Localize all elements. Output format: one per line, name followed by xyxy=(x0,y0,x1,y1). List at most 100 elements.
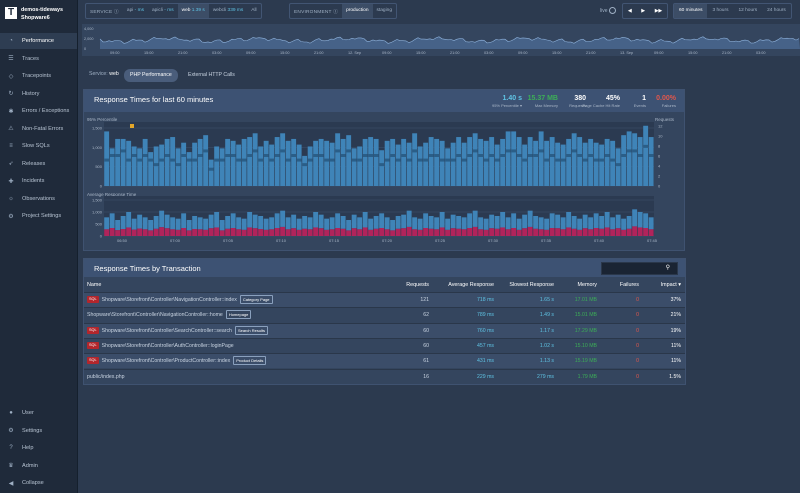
next-icon[interactable]: ▶ xyxy=(641,8,645,14)
avg-php-bar[interactable] xyxy=(186,220,192,231)
avg-php-bar[interactable] xyxy=(225,216,231,229)
avg-php-bar[interactable] xyxy=(258,216,264,230)
percentile-bar[interactable] xyxy=(351,148,357,186)
percentile-bar[interactable] xyxy=(621,135,627,186)
avg-sql-bar[interactable] xyxy=(197,229,203,236)
sidebar-item-user[interactable]: ● User xyxy=(0,405,77,421)
avg-sql-bar[interactable] xyxy=(285,229,291,236)
avg-php-bar[interactable] xyxy=(357,217,363,230)
avg-php-bar[interactable] xyxy=(566,212,572,228)
avg-sql-bar[interactable] xyxy=(390,230,396,236)
avg-php-bar[interactable] xyxy=(170,217,176,230)
avg-php-bar[interactable] xyxy=(615,214,621,229)
avg-sql-bar[interactable] xyxy=(423,228,429,236)
avg-sql-bar[interactable] xyxy=(379,228,385,236)
percentile-bar[interactable] xyxy=(269,144,275,186)
percentile-bar[interactable] xyxy=(489,137,495,186)
percentile-bar[interactable] xyxy=(109,148,115,186)
percentile-bar[interactable] xyxy=(395,144,401,186)
tab-external-http-calls[interactable]: External HTTP Calls xyxy=(188,72,235,78)
tab-php-performance[interactable]: PHP Performance xyxy=(124,69,178,82)
percentile-bar[interactable] xyxy=(423,142,429,186)
avg-sql-bar[interactable] xyxy=(538,229,544,236)
avg-sql-bar[interactable] xyxy=(186,230,192,236)
percentile-bar[interactable] xyxy=(566,138,572,186)
percentile-bar[interactable] xyxy=(401,138,407,186)
percentile-bar[interactable] xyxy=(417,146,423,186)
percentile-bar[interactable] xyxy=(599,144,605,186)
percentile-bar[interactable] xyxy=(461,142,467,186)
avg-sql-bar[interactable] xyxy=(593,228,599,236)
transaction-name[interactable]: public/index.php xyxy=(87,373,125,380)
avg-php-bar[interactable] xyxy=(604,212,610,228)
avg-sql-bar[interactable] xyxy=(626,228,632,236)
avg-sql-bar[interactable] xyxy=(214,227,220,236)
avg-php-bar[interactable] xyxy=(219,220,225,231)
avg-sql-bar[interactable] xyxy=(346,230,352,236)
tideways-logo[interactable]: T xyxy=(5,7,17,19)
percentile-bar[interactable] xyxy=(445,148,451,186)
avg-sql-bar[interactable] xyxy=(434,229,440,236)
sidebar-item-errors-exceptions[interactable]: ✱ Errors / Exceptions xyxy=(0,103,77,119)
avg-sql-bar[interactable] xyxy=(643,228,649,236)
transaction-name-cell[interactable]: Shopware\Storefront\Controller\Navigatio… xyxy=(87,308,252,322)
avg-sql-bar[interactable] xyxy=(577,229,583,236)
percentile-bar[interactable] xyxy=(153,146,159,186)
percentile-bar[interactable] xyxy=(214,146,220,186)
avg-php-bar[interactable] xyxy=(516,218,522,230)
percentile-bar[interactable] xyxy=(434,138,440,186)
avg-php-bar[interactable] xyxy=(335,213,341,228)
avg-sql-bar[interactable] xyxy=(263,229,269,236)
table-row[interactable]: SQL Shopware\Storefront\Controller\Naviga… xyxy=(84,292,685,307)
percentile-bar[interactable] xyxy=(368,137,374,186)
sidebar-item-settings[interactable]: ⚙ Settings xyxy=(0,423,77,439)
sidebar-item-non-fatal-errors[interactable]: ⚠ Non-Fatal Errors xyxy=(0,121,77,137)
percentile-bar[interactable] xyxy=(478,138,484,186)
percentile-bar[interactable] xyxy=(148,152,154,186)
percentile-bar[interactable] xyxy=(582,142,588,186)
avg-php-bar[interactable] xyxy=(181,213,187,228)
avg-php-bar[interactable] xyxy=(632,209,638,227)
service-option-webcli[interactable]: webcli 339 ms xyxy=(209,4,247,18)
column-header-slowest-response[interactable]: Slowest Response xyxy=(509,282,554,288)
avg-php-bar[interactable] xyxy=(384,217,390,230)
avg-php-bar[interactable] xyxy=(351,214,357,229)
avg-php-bar[interactable] xyxy=(329,217,335,230)
avg-sql-bar[interactable] xyxy=(324,229,330,236)
avg-php-bar[interactable] xyxy=(483,218,489,230)
percentile-bar[interactable] xyxy=(203,135,209,186)
percentile-bar[interactable] xyxy=(522,144,528,186)
percentile-bar[interactable] xyxy=(511,131,517,186)
column-header-memory[interactable]: Memory xyxy=(577,282,597,288)
avg-php-bar[interactable] xyxy=(131,218,137,230)
avg-sql-bar[interactable] xyxy=(241,229,247,236)
percentile-bar[interactable] xyxy=(318,138,324,186)
avg-php-bar[interactable] xyxy=(197,217,203,230)
avg-sql-bar[interactable] xyxy=(258,229,264,236)
avg-php-bar[interactable] xyxy=(104,217,110,230)
avg-php-bar[interactable] xyxy=(324,218,330,230)
avg-php-bar[interactable] xyxy=(208,214,214,229)
percentile-bar[interactable] xyxy=(241,138,247,186)
percentile-bar[interactable] xyxy=(412,133,418,186)
avg-php-bar[interactable] xyxy=(412,217,418,230)
avg-sql-bar[interactable] xyxy=(467,228,473,236)
percentile-bar[interactable] xyxy=(247,137,253,186)
avg-sql-bar[interactable] xyxy=(461,229,467,236)
avg-php-bar[interactable] xyxy=(505,217,511,230)
avg-php-bar[interactable] xyxy=(274,213,280,228)
percentile-bar[interactable] xyxy=(274,137,280,186)
avg-sql-bar[interactable] xyxy=(610,229,616,236)
percentile-bar[interactable] xyxy=(137,148,143,186)
percentile-bar[interactable] xyxy=(626,131,632,186)
percentile-bar[interactable] xyxy=(225,138,231,186)
avg-sql-bar[interactable] xyxy=(104,229,110,236)
avg-php-bar[interactable] xyxy=(269,217,275,230)
avg-sql-bar[interactable] xyxy=(225,228,231,236)
avg-php-bar[interactable] xyxy=(406,210,412,227)
avg-php-bar[interactable] xyxy=(472,210,478,227)
percentile-bar[interactable] xyxy=(549,137,555,186)
percentile-bar[interactable] xyxy=(236,144,242,186)
sidebar-item-project-settings[interactable]: ⚙ Project Settings xyxy=(0,208,77,224)
avg-sql-bar[interactable] xyxy=(456,228,462,236)
